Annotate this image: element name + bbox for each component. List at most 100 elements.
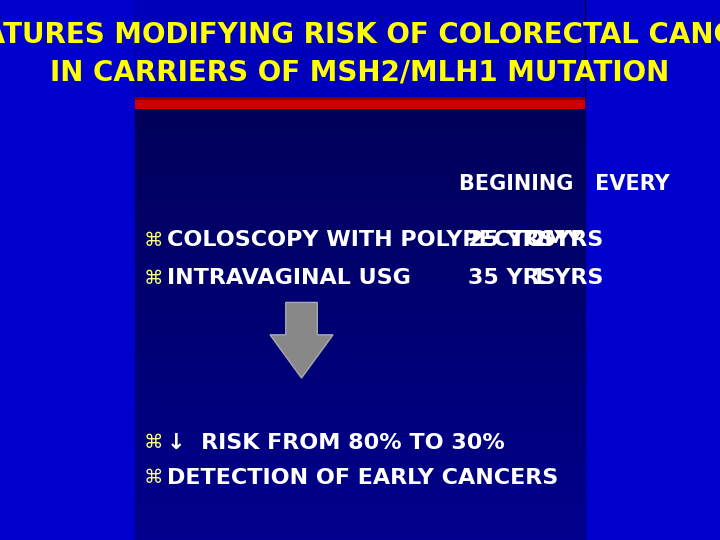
Text: ⌘: ⌘: [143, 468, 163, 488]
Bar: [135, 454, 585, 459]
Bar: [135, 324, 585, 329]
Bar: [135, 362, 585, 367]
Bar: [135, 54, 585, 59]
Bar: [135, 243, 585, 248]
Bar: [135, 146, 585, 151]
Bar: [135, 157, 585, 162]
Text: ⌘: ⌘: [143, 231, 163, 250]
Bar: [135, 427, 585, 432]
Bar: [135, 302, 585, 308]
Bar: [135, 389, 585, 394]
Bar: [135, 319, 585, 324]
Bar: [135, 0, 585, 97]
Bar: [135, 248, 585, 254]
Bar: [135, 194, 585, 200]
Bar: [135, 27, 585, 32]
Bar: [135, 383, 585, 389]
Bar: [135, 508, 585, 513]
Bar: [135, 275, 585, 281]
Bar: [135, 378, 585, 383]
Text: ⌘: ⌘: [143, 433, 163, 453]
Bar: [135, 470, 585, 475]
Text: COLOSCOPY WITH POLYPECTOMY: COLOSCOPY WITH POLYPECTOMY: [166, 230, 582, 251]
Text: BEGINING   EVERY: BEGINING EVERY: [459, 173, 670, 194]
FancyArrow shape: [270, 302, 333, 378]
Bar: [135, 32, 585, 38]
Bar: [135, 340, 585, 346]
Bar: [135, 367, 585, 373]
Bar: [135, 205, 585, 211]
Text: ⌘: ⌘: [143, 268, 163, 288]
Bar: [135, 151, 585, 157]
Bar: [135, 292, 585, 297]
Text: ↓  RISK FROM 80% TO 30%: ↓ RISK FROM 80% TO 30%: [166, 433, 504, 453]
Bar: [135, 178, 585, 184]
Text: 2 YRS: 2 YRS: [531, 230, 603, 251]
Bar: [135, 76, 585, 81]
Bar: [135, 254, 585, 259]
Bar: [135, 22, 585, 27]
Bar: [135, 373, 585, 378]
Bar: [135, 108, 585, 113]
Bar: [135, 38, 585, 43]
Bar: [135, 119, 585, 124]
Bar: [135, 221, 585, 227]
Text: INTRAVAGINAL USG: INTRAVAGINAL USG: [166, 268, 410, 288]
Bar: [135, 297, 585, 302]
Bar: [135, 184, 585, 189]
Bar: [135, 81, 585, 86]
Bar: [135, 421, 585, 427]
Bar: [135, 270, 585, 275]
Text: 25 YRS: 25 YRS: [468, 230, 556, 251]
Bar: [135, 173, 585, 178]
Bar: [135, 513, 585, 518]
Bar: [135, 475, 585, 481]
Bar: [135, 448, 585, 454]
Bar: [135, 216, 585, 221]
Bar: [135, 535, 585, 540]
Bar: [135, 130, 585, 135]
Bar: [135, 16, 585, 22]
Bar: [135, 43, 585, 49]
Bar: [135, 416, 585, 421]
Bar: [135, 189, 585, 194]
Bar: [135, 0, 585, 5]
Bar: [135, 70, 585, 76]
Bar: [135, 394, 585, 400]
Bar: [135, 437, 585, 443]
Bar: [135, 308, 585, 313]
Bar: [135, 351, 585, 356]
Bar: [135, 459, 585, 464]
Bar: [135, 286, 585, 292]
Bar: [135, 329, 585, 335]
Bar: [135, 464, 585, 470]
Text: 1 YRS: 1 YRS: [531, 268, 603, 288]
Bar: [135, 356, 585, 362]
Bar: [135, 86, 585, 92]
Bar: [135, 281, 585, 286]
Bar: [135, 5, 585, 11]
Bar: [135, 113, 585, 119]
Bar: [135, 59, 585, 65]
Bar: [135, 481, 585, 486]
Bar: [135, 405, 585, 410]
Bar: [135, 238, 585, 243]
Bar: [135, 529, 585, 535]
Bar: [135, 400, 585, 405]
Bar: [135, 49, 585, 54]
Bar: [135, 162, 585, 167]
Bar: [135, 502, 585, 508]
Bar: [135, 124, 585, 130]
Bar: [135, 167, 585, 173]
Bar: [135, 432, 585, 437]
Bar: [135, 443, 585, 448]
Bar: [135, 97, 585, 103]
Bar: [135, 92, 585, 97]
Bar: [135, 65, 585, 70]
Bar: [135, 232, 585, 238]
Bar: [135, 227, 585, 232]
Bar: [135, 140, 585, 146]
Bar: [135, 518, 585, 524]
Bar: [135, 265, 585, 270]
Bar: [135, 410, 585, 416]
